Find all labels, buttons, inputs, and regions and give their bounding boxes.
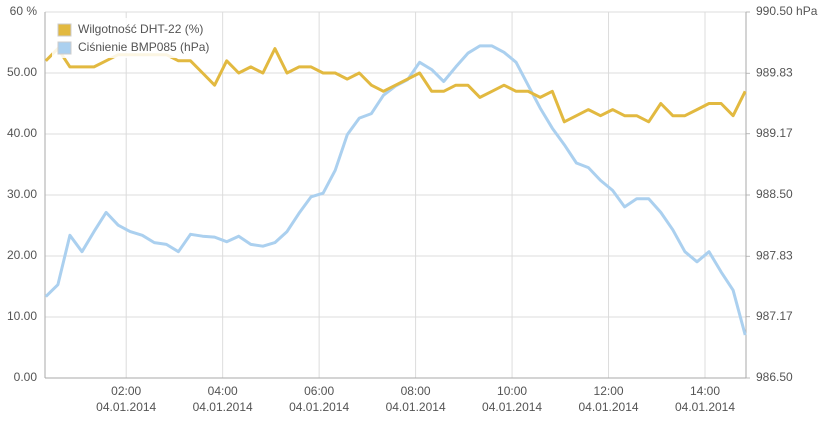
legend-label: Wilgotność DHT-22 (%)	[78, 22, 203, 36]
x-tick-date: 04.01.2014	[675, 400, 735, 414]
series-line	[44, 44, 747, 336]
x-tick-label: 08:00	[401, 384, 431, 398]
x-tick-date: 04.01.2014	[289, 400, 349, 414]
y-tick-label: 20.00	[7, 248, 37, 262]
y2-tick-label: 987.17	[756, 309, 793, 323]
y-tick-label: 60 %	[10, 4, 38, 18]
y2-tick-label: 990.50 hPa	[756, 4, 818, 18]
x-tick-date: 04.01.2014	[482, 400, 542, 414]
series-line	[44, 47, 747, 124]
y2-tick-label: 987.83	[756, 248, 793, 262]
y-tick-label: 0.00	[14, 370, 38, 384]
x-tick-label: 12:00	[594, 384, 624, 398]
x-tick-date: 04.01.2014	[579, 400, 639, 414]
x-tick-label: 10:00	[497, 384, 527, 398]
y-tick-label: 40.00	[7, 126, 37, 140]
legend-box	[52, 18, 222, 58]
x-tick-label: 02:00	[111, 384, 141, 398]
y2-tick-label: 989.83	[756, 65, 793, 79]
x-tick-label: 14:00	[690, 384, 720, 398]
y-tick-label: 10.00	[7, 309, 37, 323]
x-tick-date: 04.01.2014	[193, 400, 253, 414]
y2-tick-label: 989.17	[756, 126, 793, 140]
x-tick-date: 04.01.2014	[386, 400, 446, 414]
y-tick-label: 50.00	[7, 65, 37, 79]
y2-tick-label: 986.50	[756, 370, 793, 384]
x-tick-label: 04:00	[208, 384, 238, 398]
y-tick-label: 30.00	[7, 187, 37, 201]
legend-swatch	[57, 41, 72, 55]
legend-swatch	[57, 23, 72, 37]
legend-label: Ciśnienie BMP085 (hPa)	[78, 40, 209, 54]
y2-tick-label: 988.50	[756, 187, 793, 201]
x-tick-date: 04.01.2014	[96, 400, 156, 414]
x-tick-label: 06:00	[304, 384, 334, 398]
